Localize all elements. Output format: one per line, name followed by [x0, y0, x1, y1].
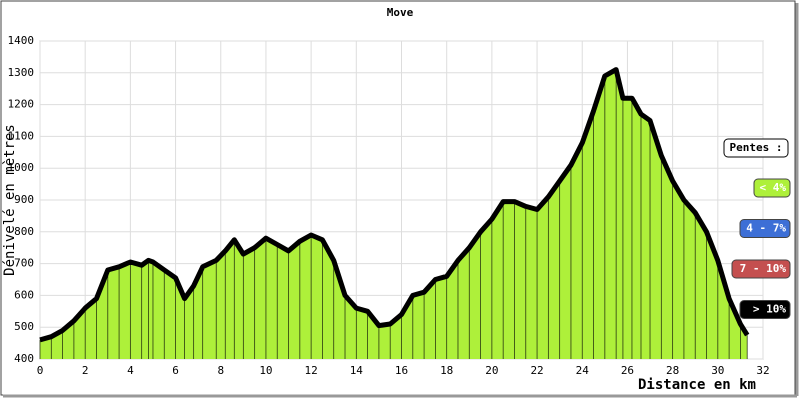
legend-title-box — [723, 138, 789, 158]
x-tick-label: 20 — [485, 364, 498, 377]
x-tick-label: 30 — [711, 364, 724, 377]
y-tick-label: 600 — [14, 288, 34, 301]
x-tick-label: 28 — [666, 364, 679, 377]
y-tick-label: 1100 — [8, 129, 35, 142]
legend-label: < 4% — [760, 181, 787, 194]
legend-label: > 10% — [753, 303, 786, 316]
x-tick-label: 12 — [305, 364, 318, 377]
x-tick-label: 32 — [756, 364, 769, 377]
y-tick-label: 800 — [14, 225, 34, 238]
x-axis-label: Distance en km — [638, 377, 756, 393]
profile-line — [39, 67, 750, 343]
x-tick-label: 8 — [217, 364, 224, 377]
legend-title: Pentes : — [730, 141, 783, 154]
legend-swatch — [753, 178, 791, 198]
y-tick-label: 1400 — [8, 34, 35, 47]
x-tick-label: 18 — [440, 364, 453, 377]
area-fill — [40, 69, 748, 359]
legend-label: 4 - 7% — [746, 222, 786, 235]
x-tick-label: 26 — [621, 364, 634, 377]
chart-title: Move — [387, 6, 414, 19]
y-tick-label: 900 — [14, 193, 34, 206]
x-tick-label: 4 — [127, 364, 134, 377]
y-axis-label: Dénivelé en mètres — [2, 124, 18, 276]
y-tick-label: 700 — [14, 257, 34, 270]
x-tick-label: 24 — [576, 364, 590, 377]
x-tick-label: 2 — [82, 364, 89, 377]
x-tick-label: 10 — [259, 364, 272, 377]
y-tick-label: 1300 — [8, 66, 35, 79]
legend-swatch — [731, 259, 791, 279]
x-tick-label: 0 — [37, 364, 44, 377]
legend-swatch — [739, 300, 791, 319]
x-tick-label: 16 — [395, 364, 408, 377]
y-tick-label: 400 — [14, 352, 34, 365]
legend-swatch — [739, 219, 791, 238]
x-tick-label: 14 — [350, 364, 364, 377]
y-tick-label: 500 — [14, 320, 34, 333]
y-tick-label: 1000 — [8, 161, 35, 174]
y-tick-label: 1200 — [8, 98, 35, 111]
x-tick-label: 22 — [530, 364, 543, 377]
legend-label: 7 - 10% — [740, 262, 787, 275]
x-tick-label: 6 — [172, 364, 179, 377]
